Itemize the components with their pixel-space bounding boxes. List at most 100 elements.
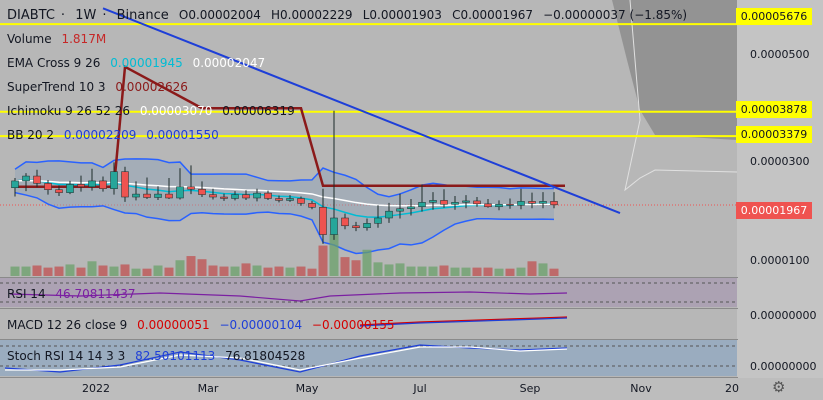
macd-value-1: 0.00000051	[137, 318, 210, 332]
supertrend-label: SuperTrend 10 3	[7, 80, 106, 94]
price-level-tag[interactable]: 0.00003878	[736, 101, 812, 118]
stoch-label: Stoch RSI 14 14 3 3	[7, 349, 126, 363]
candle-body	[341, 217, 349, 227]
time-tick: Sep	[519, 382, 541, 395]
volume-bar	[285, 267, 295, 276]
candle-body	[396, 208, 404, 212]
bollinger-band-fill	[15, 158, 554, 254]
time-axis-bg	[0, 378, 823, 400]
volume-bar	[186, 256, 196, 276]
volume-bar	[538, 263, 548, 276]
volume-value: 1.817M	[61, 32, 107, 46]
candle-body	[77, 184, 85, 188]
volume-bar	[230, 266, 240, 276]
candle-body	[319, 207, 327, 235]
candle-body	[539, 201, 547, 204]
volume-bar	[32, 265, 42, 276]
close-value: C0.00001967	[452, 8, 533, 22]
candle-body	[407, 206, 415, 209]
pane-separator[interactable]	[0, 277, 738, 278]
candle-body	[275, 198, 283, 201]
volume-bar	[208, 265, 218, 276]
macd-value-3: −0.00000155	[311, 318, 395, 332]
candle-body	[187, 186, 195, 190]
volume-bar	[10, 266, 20, 276]
volume-bar	[219, 266, 229, 276]
volume-bar	[197, 259, 207, 276]
volume-bar	[461, 267, 471, 276]
ichimoku-label: Ichimoku 9 26 52 26	[7, 104, 130, 118]
indicator-overlay	[0, 278, 823, 400]
candle-body	[451, 202, 459, 205]
stoch-legend[interactable]: Stoch RSI 14 14 3 3 82.50101113 76.81804…	[7, 349, 311, 363]
ichimoku-legend[interactable]: Ichimoku 9 26 52 26 0.00003070 0.0000631…	[7, 104, 301, 118]
price-axis-bg	[737, 0, 823, 400]
candle-body	[121, 171, 129, 198]
pane-separator[interactable]	[0, 308, 738, 309]
interval-label[interactable]: 1W	[75, 8, 97, 23]
candle-body	[429, 200, 437, 203]
price-tick: 0.0000100	[750, 254, 810, 267]
volume-bar	[329, 234, 339, 276]
candle-body	[66, 184, 74, 193]
change-value: −0.00000037 (−1.85%)	[543, 8, 688, 22]
stoch-d-line	[5, 346, 568, 371]
candle-body	[264, 192, 272, 199]
macd-legend[interactable]: MACD 12 26 close 9 0.00000051 −0.0000010…	[7, 318, 401, 332]
candle-body	[517, 201, 525, 206]
candle-body	[374, 217, 382, 224]
ema-label: EMA Cross 9 26	[7, 56, 101, 70]
volume-bar	[252, 265, 262, 276]
volume-bar	[428, 266, 438, 276]
candle-body	[440, 200, 448, 205]
candle-body	[132, 193, 140, 198]
candle-body	[55, 189, 63, 193]
bb-label: BB 20 2	[7, 128, 54, 142]
price-tick: 0.0000500	[750, 48, 810, 61]
ichimoku-value-2: 0.00006319	[222, 104, 295, 118]
volume-bar	[483, 267, 493, 276]
bb-legend[interactable]: BB 20 2 0.00002209 0.00001550	[7, 128, 225, 142]
rsi-legend[interactable]: RSI 14 46.70811437	[7, 287, 142, 301]
candle-body	[385, 210, 393, 219]
volume-bar	[549, 268, 559, 276]
candle-body	[484, 203, 492, 208]
pane-separator[interactable]	[0, 339, 738, 340]
candle-body	[286, 198, 294, 201]
bb-lower-value: 0.00001550	[146, 128, 219, 142]
symbol-name[interactable]: DIABTC	[7, 8, 55, 23]
time-tick: Nov	[630, 382, 652, 395]
volume-bar	[21, 266, 31, 276]
candle-body	[154, 193, 162, 198]
volume-legend[interactable]: Volume 1.817M	[7, 32, 112, 46]
bollinger-lower-line	[14, 191, 555, 255]
rsi-line	[9, 291, 568, 302]
last-price-tag[interactable]: 0.00001967	[736, 202, 812, 219]
settings-gear-icon[interactable]: ⚙	[772, 378, 786, 396]
rsi-value: 46.70811437	[55, 287, 136, 301]
volume-bar	[395, 263, 405, 276]
macd-pane-bg	[0, 309, 737, 338]
supertrend-legend[interactable]: SuperTrend 10 3 0.00002626	[7, 80, 194, 94]
volume-bar	[65, 264, 75, 276]
pane-separator[interactable]	[0, 377, 738, 378]
volume-bar	[109, 266, 119, 276]
volume-bar	[98, 265, 108, 276]
time-tick: 2022	[82, 382, 110, 395]
ema-legend[interactable]: EMA Cross 9 26 0.00001945 0.00002047	[7, 56, 271, 70]
candle-body	[88, 180, 96, 188]
price-pane-bg	[0, 0, 737, 277]
volume-bar	[131, 268, 141, 276]
high-value: H0.00002229	[271, 8, 353, 22]
volume-bar	[263, 267, 273, 276]
candle-body	[363, 223, 371, 228]
ichimoku-cloud	[520, 0, 737, 140]
price-level-tag[interactable]: 0.00003379	[736, 126, 812, 143]
price-level-tag[interactable]: 0.00005676	[736, 8, 812, 25]
volume-bar	[439, 265, 449, 276]
time-tick: Mar	[197, 382, 219, 395]
volume-bar	[318, 245, 328, 276]
macd-label: MACD 12 26 close 9	[7, 318, 128, 332]
